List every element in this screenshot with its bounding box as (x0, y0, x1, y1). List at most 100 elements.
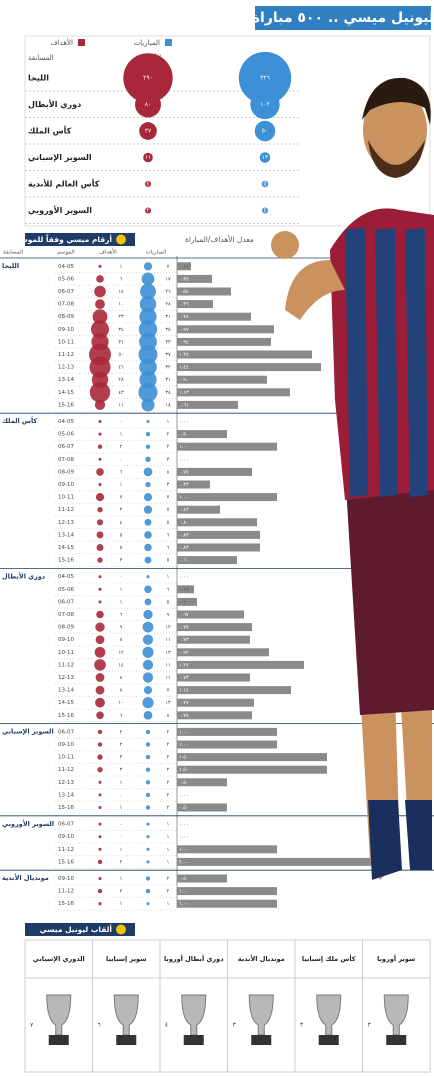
group-label: مونديال الأندية (2, 873, 49, 882)
matches-circle (145, 780, 151, 785)
matches-label: ٥ (167, 599, 170, 605)
matches-label: ٢ (167, 780, 170, 786)
player-head (363, 88, 427, 172)
competition-label: كأس العالم للأندية (28, 179, 100, 190)
ratio-label: ٠.٧٣ (179, 675, 189, 681)
title-header (92, 939, 161, 979)
ratio-label: ١.١٤ (179, 688, 189, 694)
season-label: 06-07 (58, 444, 74, 450)
ratio-bar (177, 623, 252, 632)
goals-circle (97, 557, 103, 563)
matches-label: ٢ (167, 767, 170, 773)
goals-circle (97, 444, 103, 449)
matches-label: ٣١ (165, 377, 170, 383)
matches-label: ٣٢ (165, 365, 171, 371)
goals-circle (98, 780, 102, 784)
goals-circle (97, 859, 103, 865)
season-label: 09-10 (58, 876, 74, 882)
title-header (294, 939, 363, 979)
goals-label: ٦ (120, 276, 123, 282)
matches-label: ٣٣ (165, 339, 171, 345)
column-header: الأهداف (99, 248, 117, 256)
jersey-stripe (375, 228, 398, 497)
matches-circle (262, 207, 268, 214)
matches-circle (138, 345, 158, 364)
matches-label: ٢ (167, 729, 170, 735)
season-label: 14-15 (58, 545, 74, 551)
matches-circle (146, 860, 150, 864)
goals-circle (95, 622, 105, 632)
ratio-bar (177, 363, 321, 372)
ratio-label: ١.٠٠ (179, 901, 189, 907)
matches-circle (146, 419, 150, 424)
goals-label: ٢٨ (118, 377, 124, 383)
matches-circle (141, 398, 155, 412)
matches-circle (138, 320, 158, 339)
goals-circle (95, 635, 105, 645)
goals-label: ١ (120, 264, 123, 270)
goals-label: ٣ (120, 558, 123, 564)
matches-label: ٧ (167, 688, 170, 694)
player-arm (285, 260, 345, 320)
goals-circle (96, 610, 104, 619)
ratio-bar (177, 337, 271, 346)
goals-label: ١ (120, 805, 123, 811)
matches-label: ١ (167, 574, 170, 580)
matches-label: ١ (167, 419, 170, 425)
goals-circle (98, 600, 102, 604)
goals-circle (94, 285, 106, 298)
goals-label: ٢ (120, 859, 123, 865)
goals-label: ٨ (120, 675, 123, 681)
goals-circle (98, 482, 102, 487)
season-label: 10-11 (58, 495, 74, 501)
season-label: 06-07 (58, 289, 74, 295)
ratio-bar (177, 442, 277, 451)
goals-circle (96, 711, 104, 720)
goals-circle (94, 399, 106, 411)
season-label: 11-12 (58, 507, 74, 513)
competition-label: كأس الملك (28, 126, 72, 137)
matches-circle (145, 792, 151, 798)
season-label: 09-10 (58, 834, 74, 840)
matches-circle (145, 742, 151, 747)
ratio-label: ١.٠٠ (179, 729, 189, 735)
goals-label: ٤ (120, 520, 123, 526)
ratio-bar (177, 505, 220, 514)
goals-circle (94, 646, 106, 658)
ratio-bar (177, 803, 227, 812)
season-label: 15-16 (58, 859, 74, 865)
goals-label: ١٠ (118, 700, 123, 706)
goals-circle (98, 805, 102, 810)
matches-label: ١ (167, 834, 170, 840)
ratio-bar (177, 518, 257, 527)
goals-circle (98, 793, 102, 797)
ratio-label: ٠.٥٠ (179, 876, 189, 882)
goals-circle (89, 382, 111, 403)
matches-label: ٢ (167, 792, 170, 798)
season-label: 09-10 (58, 327, 74, 333)
matches-label: ٩ (167, 612, 170, 618)
ratio-bar (177, 543, 260, 552)
player-shorts (345, 470, 434, 715)
goals-label: ١ (120, 432, 123, 438)
ratio-bar (177, 765, 327, 774)
goals-label: ٠ (120, 574, 123, 580)
group-label: الليجا (2, 262, 19, 270)
player-fist (271, 231, 299, 259)
goals-label: ٢ (120, 889, 123, 895)
ratio-label: ٠.٧٣ (179, 637, 189, 643)
season-label: 13-14 (58, 688, 74, 694)
goals-circle (98, 847, 102, 851)
matches-circle (146, 847, 150, 851)
goals-circle (96, 519, 104, 526)
goals-circle (97, 507, 103, 513)
matches-label: ٢ (167, 876, 170, 882)
matches-label: ٢٦ (165, 289, 171, 295)
ratio-label: ٠.٧٥ (179, 469, 189, 475)
title-name: سوبر إسبانيا (106, 955, 146, 963)
goals-label: ٨ (120, 688, 123, 694)
matches-label: ٣٢٦ (260, 75, 270, 82)
goals-circle (89, 356, 111, 378)
title-header (159, 939, 228, 979)
ratio-label: ١.٠٠ (179, 847, 189, 853)
